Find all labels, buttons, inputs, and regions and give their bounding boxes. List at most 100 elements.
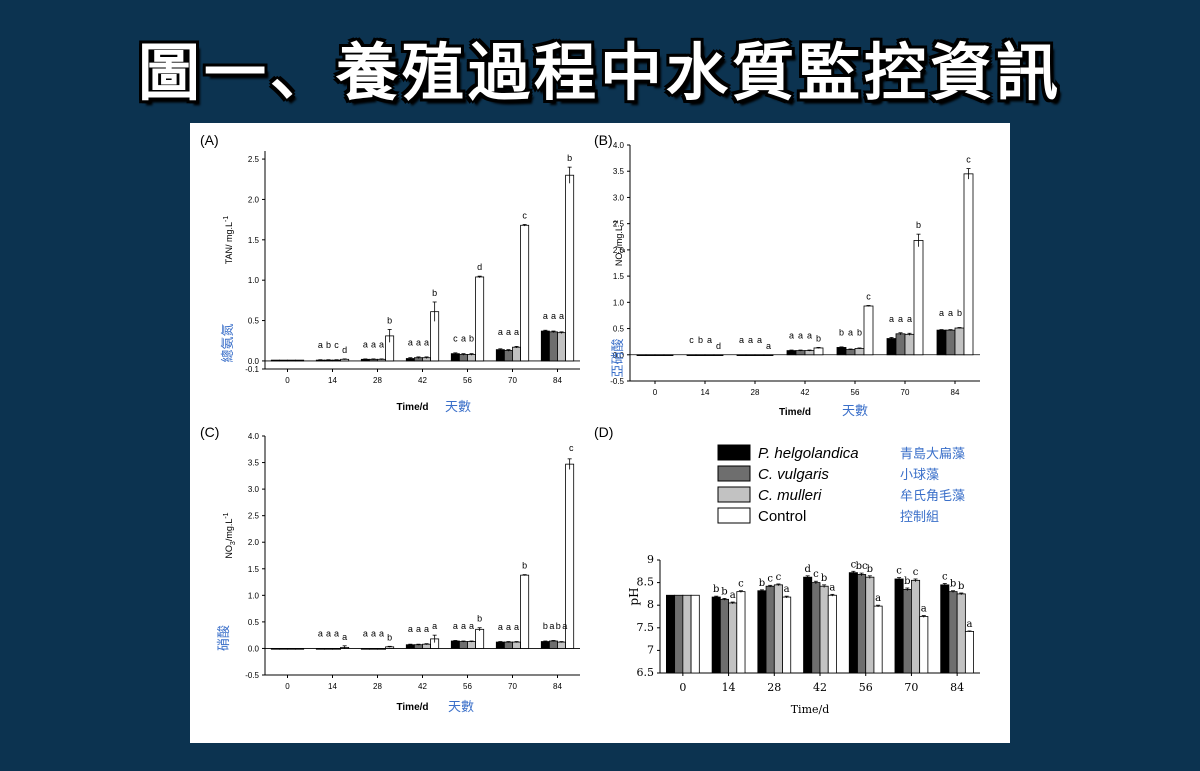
bar <box>919 616 929 674</box>
y-tick-label: 4.0 <box>613 141 625 150</box>
significance-letter: a <box>326 628 331 638</box>
bar <box>422 643 432 649</box>
x-axis-label: Time/d <box>791 703 830 716</box>
panel-label: (D) <box>594 424 613 440</box>
bar <box>475 628 485 649</box>
bar <box>895 333 906 356</box>
significance-letter: a <box>498 622 503 632</box>
x-tick-label: 42 <box>813 681 827 694</box>
y-tick-label: 1.0 <box>613 298 625 307</box>
bar <box>695 354 706 356</box>
y-tick-label: 3.0 <box>248 485 260 494</box>
significance-letter: a <box>379 339 384 349</box>
x-axis-label-zh: 天數 <box>448 700 474 715</box>
x-axis-label: Time/d <box>779 407 811 418</box>
y-axis-label: TAN/ mg.L-1 <box>223 216 234 265</box>
y-tick-label: 9 <box>647 553 654 566</box>
bar <box>548 331 558 362</box>
y-axis-label-zh: 硝酸 <box>217 625 232 651</box>
bar <box>654 354 665 356</box>
y-tick-label: 0.0 <box>248 357 260 366</box>
legend-label: P. helgolandica <box>758 445 859 462</box>
significance-letter: b <box>867 564 873 575</box>
bar <box>645 354 656 356</box>
x-axis-label-zh: 天數 <box>842 404 868 419</box>
bar <box>686 354 697 356</box>
bar <box>963 173 974 356</box>
significance-letter: a <box>408 338 413 348</box>
bar <box>813 347 824 356</box>
bar <box>711 596 721 674</box>
x-tick-label: 56 <box>463 682 472 691</box>
significance-letter: bc <box>856 561 868 572</box>
legend-swatch <box>717 465 751 482</box>
significance-letter: b <box>326 340 331 350</box>
bar <box>512 641 522 649</box>
significance-letter: a <box>424 338 429 348</box>
bar <box>954 327 965 356</box>
bar <box>786 350 797 356</box>
significance-letter: b <box>543 621 548 631</box>
significance-letter: a <box>562 621 567 631</box>
x-tick-label: 42 <box>801 388 810 397</box>
bar <box>773 584 783 674</box>
significance-letter: c <box>738 579 744 590</box>
bar <box>413 644 423 649</box>
significance-letter: c <box>866 291 871 301</box>
significance-letter: a <box>416 338 421 348</box>
bar <box>663 354 674 356</box>
bar <box>315 648 325 650</box>
significance-letter: a <box>506 622 511 632</box>
significance-letter: a <box>514 327 519 337</box>
bar <box>894 578 904 674</box>
bar <box>713 354 724 356</box>
significance-letter: a <box>371 628 376 638</box>
significance-letter: c <box>776 572 782 583</box>
x-tick-label: 84 <box>553 376 562 385</box>
bar <box>902 588 912 674</box>
bar <box>287 648 297 650</box>
x-tick-label: 28 <box>751 388 760 397</box>
y-tick-label: 3.5 <box>613 167 625 176</box>
bar <box>540 330 550 362</box>
significance-letter: b <box>839 327 844 337</box>
significance-letter: a <box>363 339 368 349</box>
bar <box>323 648 333 650</box>
significance-letter: c <box>767 573 773 584</box>
x-tick-label: 84 <box>553 682 562 691</box>
bar <box>913 240 924 356</box>
significance-letter: d <box>477 262 482 272</box>
significance-letter: a <box>748 335 753 345</box>
y-tick-label: 2.0 <box>613 246 625 255</box>
significance-letter: a <box>921 604 927 615</box>
significance-letter: b <box>567 153 572 163</box>
x-axis-label-zh: 天數 <box>445 400 471 415</box>
significance-letter: a <box>907 314 912 324</box>
significance-letter: b <box>958 581 964 592</box>
significance-letter: a <box>730 590 736 601</box>
y-tick-label: 1.0 <box>248 591 260 600</box>
significance-letter: b <box>821 573 827 584</box>
bar <box>295 359 305 362</box>
significance-letter: b <box>432 288 437 298</box>
x-tick-label: 42 <box>418 376 427 385</box>
slide-title: 圖一、養殖過程中水質監控資訊 <box>137 36 1062 109</box>
bar <box>736 591 746 674</box>
legend-swatch <box>717 486 751 503</box>
significance-letter: c <box>453 334 458 344</box>
bar <box>945 329 956 356</box>
significance-letter: c <box>942 572 948 583</box>
significance-letter: a <box>739 335 744 345</box>
bar <box>503 641 513 649</box>
significance-letter: d <box>716 341 721 351</box>
bar <box>936 329 947 356</box>
bar <box>557 641 567 649</box>
bar <box>458 641 468 649</box>
significance-letter: c <box>522 210 527 220</box>
significance-letter: b <box>387 632 392 642</box>
bar <box>450 353 460 362</box>
y-tick-label: 8.5 <box>637 576 655 589</box>
significance-letter: a <box>379 628 384 638</box>
y-tick-label: 0.5 <box>248 618 260 627</box>
bar <box>467 641 477 649</box>
